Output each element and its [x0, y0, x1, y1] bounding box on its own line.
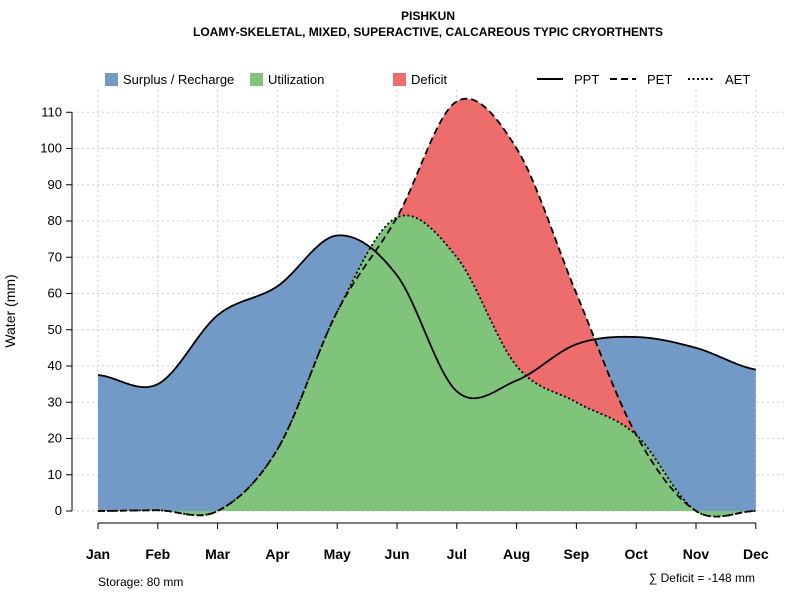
y-tick-label: 110: [41, 104, 62, 119]
x-tick-label: Feb: [145, 546, 170, 562]
y-tick-label: 30: [48, 394, 62, 409]
legend-item: AET: [688, 72, 750, 87]
y-axis-label: Water (mm): [2, 274, 18, 347]
x-tick-label: May: [324, 546, 351, 562]
axes: 0 10 20 30 40 50 60 70 80 90 100 110 Jan Feb Mar Apr May…: [40, 104, 769, 562]
y-tick-label: 20: [48, 431, 62, 446]
x-tick-label: Nov: [683, 546, 710, 562]
legend-swatch: [250, 73, 263, 86]
y-tick-label: 10: [48, 467, 62, 482]
legend-label: Utilization: [268, 72, 324, 87]
x-tick-label: Aug: [503, 546, 530, 562]
plot-areas: [98, 98, 756, 517]
y-tick-label: 100: [40, 141, 62, 156]
series-lines: [97, 97, 756, 518]
x-tick-label: Apr: [265, 546, 290, 562]
legend-label: Deficit: [411, 72, 448, 87]
chart-title: PISHKUN: [401, 9, 455, 23]
y-tick-label: 60: [48, 286, 62, 301]
chart-subtitle: LOAMY-SKELETAL, MIXED, SUPERACTIVE, CALC…: [193, 25, 663, 39]
legend-item: Surplus / Recharge: [105, 72, 234, 87]
legend: Surplus / Recharge Utilization Deficit PPT P…: [105, 72, 750, 87]
x-tick-label: Dec: [743, 546, 769, 562]
utilization-area: [98, 215, 756, 517]
legend-item: PPT: [537, 72, 599, 87]
x-tick-label: Jun: [385, 546, 410, 562]
legend-label: PET: [647, 72, 672, 87]
legend-label: PPT: [574, 72, 599, 87]
y-tick-label: 0: [55, 503, 62, 518]
legend-item: Utilization: [250, 72, 324, 87]
legend-item: PET: [610, 72, 672, 87]
y-tick-label: 50: [48, 322, 62, 337]
storage-note: Storage: 80 mm: [98, 575, 183, 589]
pet-line: [97, 97, 756, 518]
deficit-note: ∑ Deficit = -148 mm: [649, 571, 755, 585]
ppt-line: [97, 234, 756, 400]
legend-swatch: [105, 73, 118, 86]
x-tick-label: Jan: [86, 546, 110, 562]
x-tick-label: Jul: [447, 546, 467, 562]
legend-label: Surplus / Recharge: [123, 72, 234, 87]
x-tick-label: Oct: [625, 546, 649, 562]
legend-swatch: [393, 73, 406, 86]
y-tick-label: 40: [48, 358, 62, 373]
x-tick-label: Mar: [205, 546, 230, 562]
y-tick-label: 90: [48, 177, 62, 192]
legend-item: Deficit: [393, 72, 448, 87]
legend-label: AET: [725, 72, 750, 87]
x-tick-label: Sep: [564, 546, 590, 562]
y-tick-label: 80: [48, 213, 62, 228]
y-tick-label: 70: [48, 249, 62, 264]
